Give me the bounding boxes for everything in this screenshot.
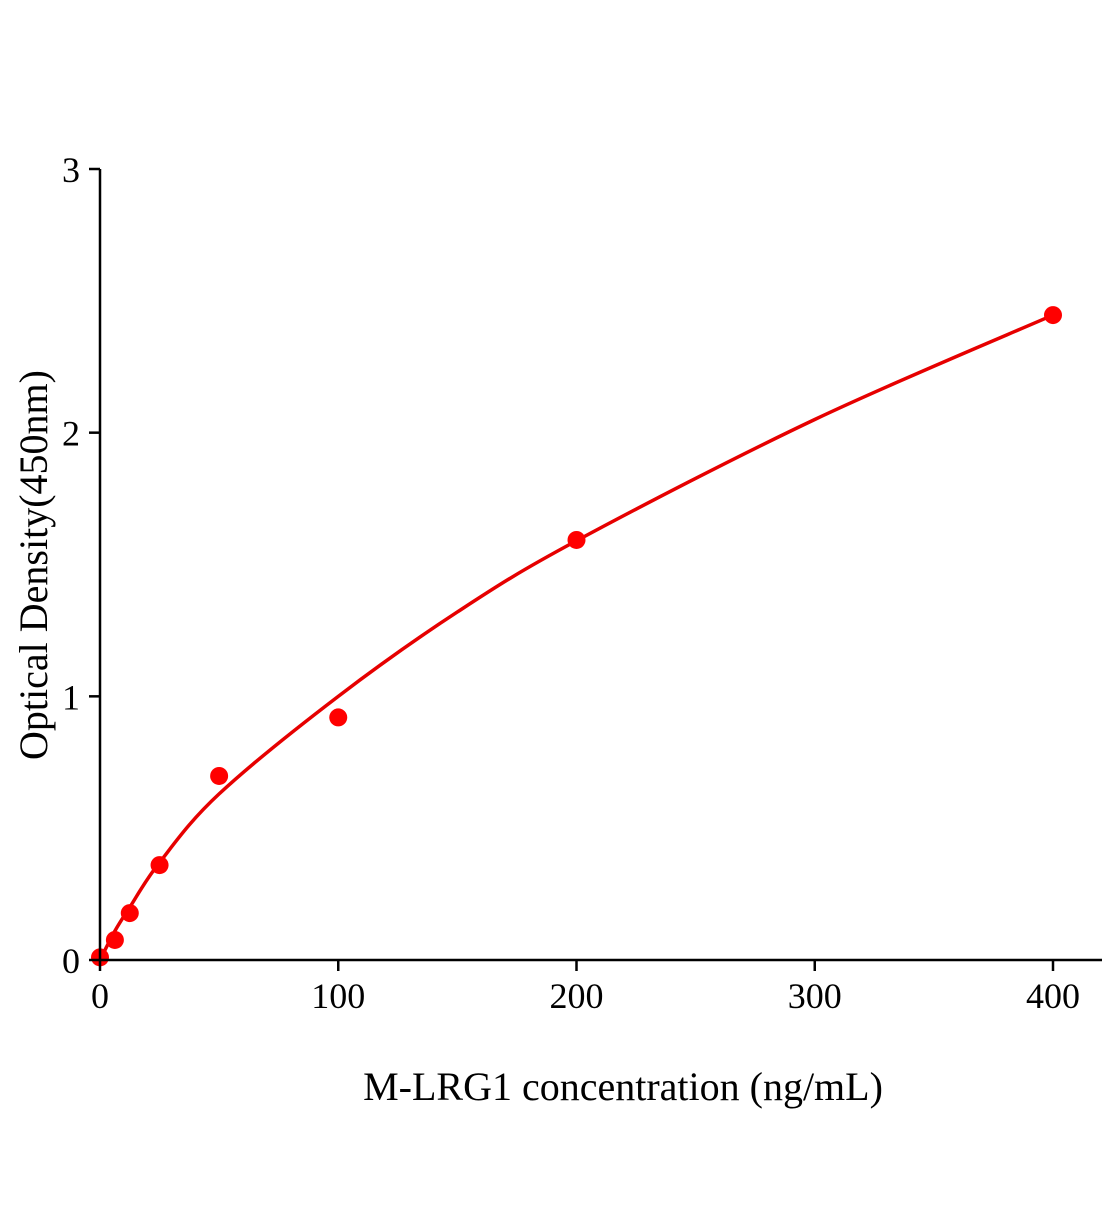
data-point — [329, 708, 348, 727]
data-point — [105, 930, 124, 949]
y-tick-label: 0 — [62, 941, 80, 981]
data-point — [150, 856, 169, 875]
x-tick-label: 200 — [550, 976, 604, 1016]
x-tick-label: 300 — [788, 976, 842, 1016]
x-axis-label: M-LRG1 concentration (ng/mL) — [363, 1064, 883, 1109]
y-tick-label: 2 — [62, 414, 80, 454]
y-axis-label: Optical Density(450nm) — [11, 370, 56, 760]
data-point — [567, 530, 586, 549]
data-point — [120, 904, 139, 923]
x-tick-label: 100 — [311, 976, 365, 1016]
data-point — [210, 766, 229, 785]
fit-curve — [98, 313, 1054, 961]
x-tick-label: 400 — [1026, 976, 1080, 1016]
y-tick-label: 1 — [62, 677, 80, 717]
x-tick-label: 0 — [91, 976, 109, 1016]
data-point — [1044, 306, 1062, 325]
y-tick-label: 3 — [62, 150, 80, 190]
